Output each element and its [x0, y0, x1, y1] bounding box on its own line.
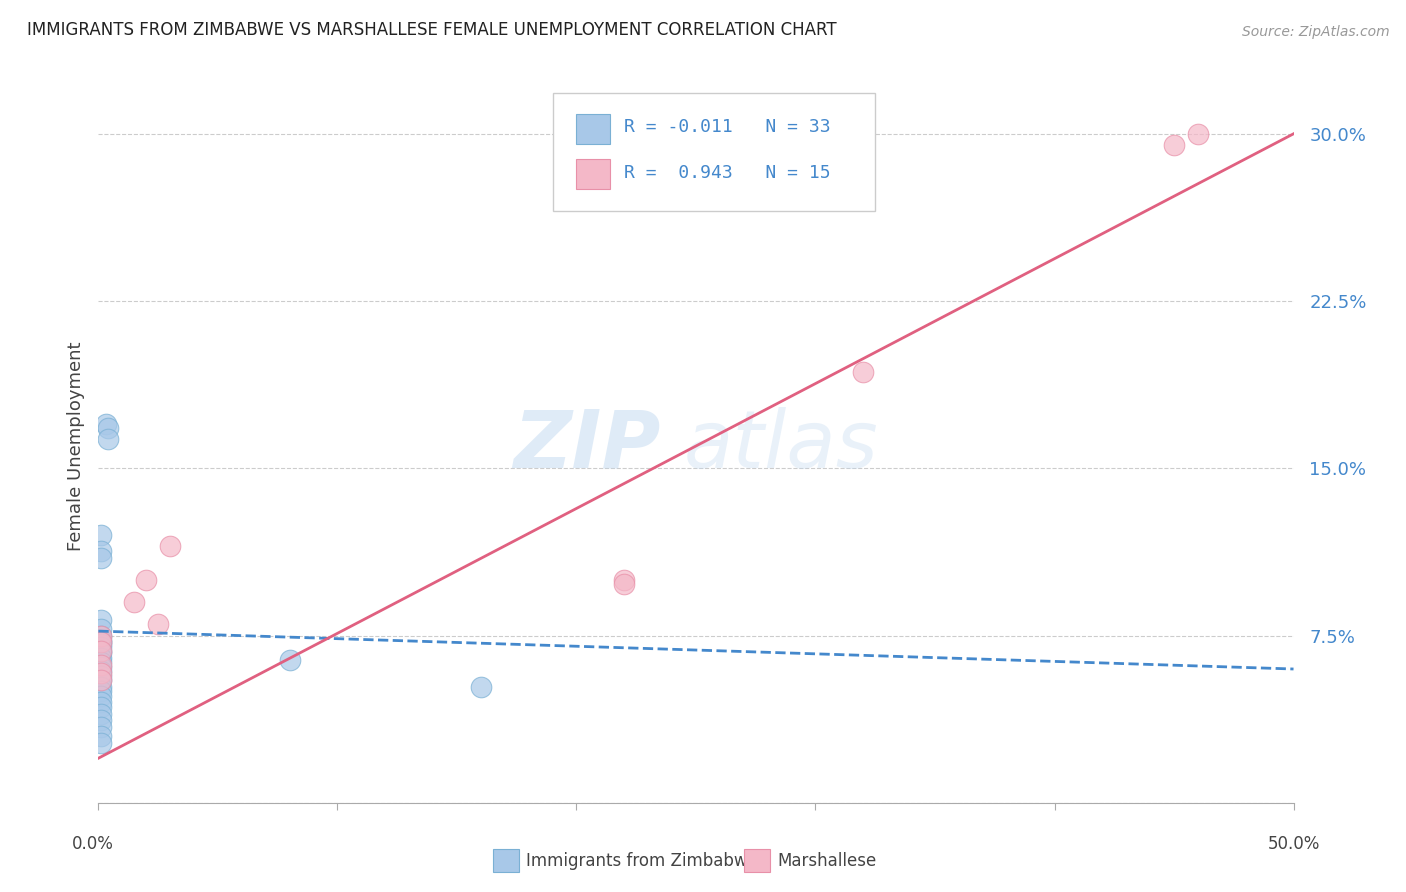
Point [148, 617, 170, 632]
Point [90, 657, 112, 672]
Point [90, 633, 112, 648]
Point [90, 689, 112, 703]
Point [470, 680, 492, 694]
Point [159, 539, 181, 553]
Point [613, 573, 636, 587]
Point [90, 666, 112, 681]
FancyBboxPatch shape [553, 93, 876, 211]
Text: R = -0.011   N = 33: R = -0.011 N = 33 [624, 118, 831, 136]
Text: ZIP: ZIP [513, 407, 661, 485]
Point [90, 635, 112, 649]
Point [90, 635, 112, 649]
Point [124, 595, 146, 609]
Point [135, 573, 157, 587]
Point [90, 550, 112, 565]
Text: IMMIGRANTS FROM ZIMBABWE VS MARSHALLESE FEMALE UNEMPLOYMENT CORRELATION CHART: IMMIGRANTS FROM ZIMBABWE VS MARSHALLESE … [27, 21, 837, 39]
Point [613, 577, 636, 591]
Point [90, 640, 112, 654]
Point [90, 644, 112, 658]
FancyBboxPatch shape [744, 849, 770, 872]
Point [90, 729, 112, 743]
Text: 0.0%: 0.0% [72, 835, 114, 853]
Point [90, 651, 112, 665]
Point [97, 432, 120, 446]
Point [97, 421, 120, 435]
FancyBboxPatch shape [576, 114, 610, 145]
Y-axis label: Female Unemployment: Female Unemployment [66, 342, 84, 550]
Point [278, 653, 301, 667]
Point [90, 637, 112, 651]
Point [90, 660, 112, 674]
FancyBboxPatch shape [494, 849, 519, 872]
Point [90, 696, 112, 710]
Point [90, 543, 112, 558]
Point [90, 646, 112, 660]
Text: 50.0%: 50.0% [1267, 835, 1320, 853]
Point [90, 628, 112, 642]
Text: Immigrants from Zimbabwe: Immigrants from Zimbabwe [526, 852, 758, 870]
Point [90, 720, 112, 734]
Point [90, 655, 112, 669]
Point [94, 417, 117, 431]
Point [90, 684, 112, 698]
Text: Source: ZipAtlas.com: Source: ZipAtlas.com [1241, 25, 1389, 39]
Text: atlas: atlas [685, 407, 879, 485]
Point [90, 622, 112, 636]
Point [90, 699, 112, 714]
Point [90, 673, 112, 687]
Point [90, 714, 112, 728]
Point [90, 528, 112, 542]
Text: Marshallese: Marshallese [778, 852, 876, 870]
Point [90, 680, 112, 694]
Point [90, 735, 112, 749]
Point [852, 366, 875, 380]
Point [1163, 137, 1185, 152]
Point [90, 628, 112, 642]
Point [90, 706, 112, 721]
Text: R =  0.943   N = 15: R = 0.943 N = 15 [624, 164, 831, 182]
Point [90, 673, 112, 687]
Point [90, 644, 112, 658]
Point [90, 664, 112, 679]
FancyBboxPatch shape [576, 159, 610, 189]
Point [90, 669, 112, 683]
Point [90, 613, 112, 627]
Point [1187, 127, 1209, 141]
